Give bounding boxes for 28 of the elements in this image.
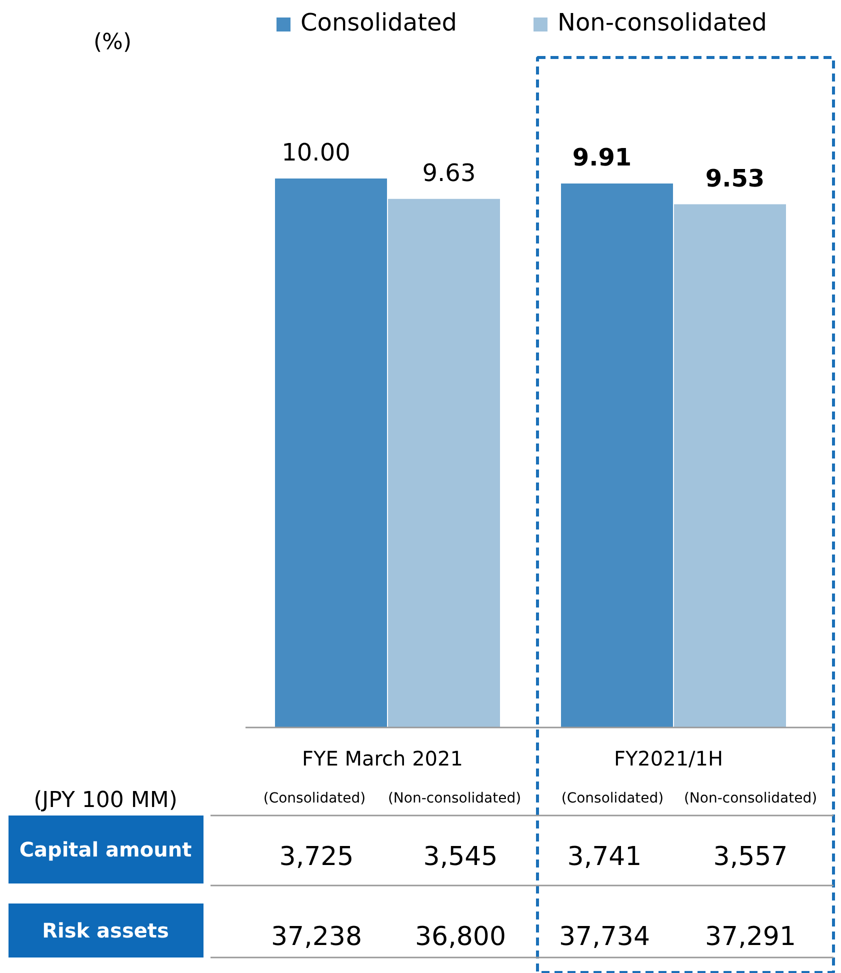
text: Capital amount xyxy=(19,838,192,862)
text: 36,800 xyxy=(415,922,506,952)
data-label: 9.63 xyxy=(422,158,476,187)
bar xyxy=(561,183,673,728)
text: 3,557 xyxy=(713,842,788,872)
bar xyxy=(275,178,387,728)
text: (Consolidated) xyxy=(561,790,664,806)
text: 3,741 xyxy=(567,842,642,872)
text: Risk assets xyxy=(42,918,169,942)
text: 3,725 xyxy=(279,842,354,872)
legend-label: Consolidated xyxy=(300,8,458,36)
text: (Non-consolidated) xyxy=(684,790,818,806)
data-label: 9.91 xyxy=(572,143,632,172)
text: (Consolidated) xyxy=(263,790,366,806)
text: (Non-consolidated) xyxy=(388,790,522,806)
legend-label: Non-consolidated xyxy=(558,8,767,36)
text: (%) xyxy=(93,30,132,55)
text: 37,734 xyxy=(559,922,650,952)
text: 37,238 xyxy=(271,922,362,952)
x-tick-label: FY2021/1H xyxy=(614,746,724,770)
data-label: 9.53 xyxy=(705,164,765,192)
bar xyxy=(388,198,500,728)
bar xyxy=(674,204,786,728)
x-tick-label: FYE March 2021 xyxy=(302,746,463,770)
text: 37,291 xyxy=(705,922,796,952)
text: (JPY 100 MM) xyxy=(34,788,178,813)
text: 3,545 xyxy=(423,842,498,872)
data-label: 10.00 xyxy=(282,138,350,166)
